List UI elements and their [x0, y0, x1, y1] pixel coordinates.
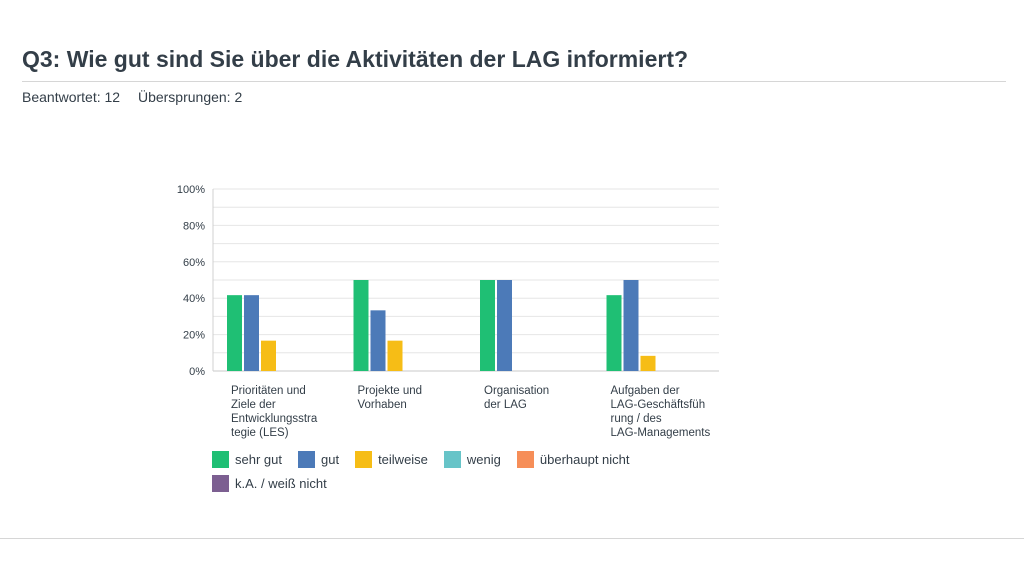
bar	[227, 295, 242, 371]
bar	[480, 280, 495, 371]
x-category-line: Projekte und	[358, 385, 423, 397]
legend-item: sehr gut	[212, 450, 282, 468]
bar	[261, 340, 276, 371]
x-category-label: Organisation der LAG	[484, 385, 549, 411]
y-tick-label: 80%	[183, 220, 205, 232]
chart-gridlines	[212, 188, 719, 372]
x-category-line: Organisation	[484, 385, 549, 397]
x-category-line: LAG-Managements	[611, 427, 711, 439]
footer-divider	[0, 538, 1024, 539]
bar	[370, 310, 386, 371]
legend-label: gut	[320, 451, 340, 467]
legend-item: k.A. / weiß nicht	[212, 474, 327, 492]
x-category-line: rung / des	[611, 413, 662, 425]
legend-label: k.A. / weiß nicht	[235, 475, 327, 491]
title-divider	[22, 81, 1006, 82]
legend-item: wenig	[443, 450, 501, 468]
legend-swatch	[516, 450, 534, 468]
skipped-count: Übersprungen: 2	[137, 89, 243, 105]
legend-swatch	[443, 450, 461, 468]
legend-label: wenig	[466, 451, 501, 467]
y-tick-label: 60%	[183, 257, 205, 269]
page-title: Q3: Wie gut sind Sie über die Aktivitäte…	[22, 46, 689, 72]
legend-label: teilweise	[378, 451, 428, 467]
x-category-line: Aufgaben der	[611, 385, 680, 397]
x-category-line: LAG-Geschäftsfüh	[611, 399, 706, 411]
x-category-line: Prioritäten und	[231, 385, 306, 397]
x-category-line: Entwicklungsstra	[231, 413, 318, 425]
legend-item: überhaupt nicht	[516, 450, 630, 468]
legend-swatch	[355, 450, 373, 468]
x-category-line: Vorhaben	[358, 399, 407, 411]
x-category-label: Projekte und Vorhaben	[358, 385, 423, 411]
legend-item: gut	[297, 450, 340, 468]
x-axis-categories: Prioritäten und Ziele der Entwicklungsstra…	[231, 385, 710, 439]
x-category-label: Aufgaben der LAG-Geschäftsfüh rung / des LA…	[611, 385, 711, 439]
y-axis-ticks: 0% 20% 40% 60% 80% 100%	[177, 184, 205, 378]
y-tick-label: 40%	[183, 293, 205, 305]
bar	[623, 280, 639, 371]
bar	[640, 355, 656, 371]
legend-label: überhaupt nicht	[539, 451, 630, 467]
legend-swatch	[212, 450, 229, 468]
bar	[497, 280, 512, 371]
x-category-line: Ziele der	[231, 399, 276, 411]
legend-label: sehr gut	[235, 451, 282, 467]
bar	[387, 340, 403, 371]
chart-bars	[227, 280, 656, 371]
y-tick-label: 0%	[189, 366, 205, 378]
chart-legend: sehr gut gut teilweise wenig überhaupt nicht…	[212, 450, 672, 492]
bar	[244, 295, 259, 371]
legend-swatch	[212, 474, 229, 492]
legend-swatch	[297, 450, 315, 468]
legend-item: teilweise	[355, 450, 428, 468]
y-tick-label: 100%	[177, 184, 205, 196]
bar	[353, 280, 369, 371]
x-category-line: der LAG	[484, 399, 527, 411]
x-category-label: Prioritäten und Ziele der Entwicklungsstra…	[231, 385, 318, 439]
answered-count: Beantwortet: 12	[22, 89, 121, 105]
x-category-line: tegie (LES)	[231, 427, 289, 439]
bar	[606, 295, 622, 371]
y-tick-label: 20%	[183, 330, 205, 342]
response-stats: Beantwortet: 12 Übersprungen: 2	[22, 89, 256, 105]
